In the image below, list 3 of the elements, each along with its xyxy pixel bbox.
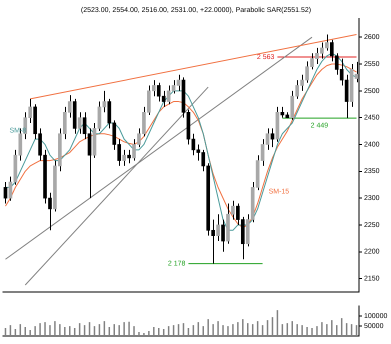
candlestick — [270, 128, 274, 148]
candlestick — [4, 182, 8, 204]
candlestick — [221, 219, 225, 252]
